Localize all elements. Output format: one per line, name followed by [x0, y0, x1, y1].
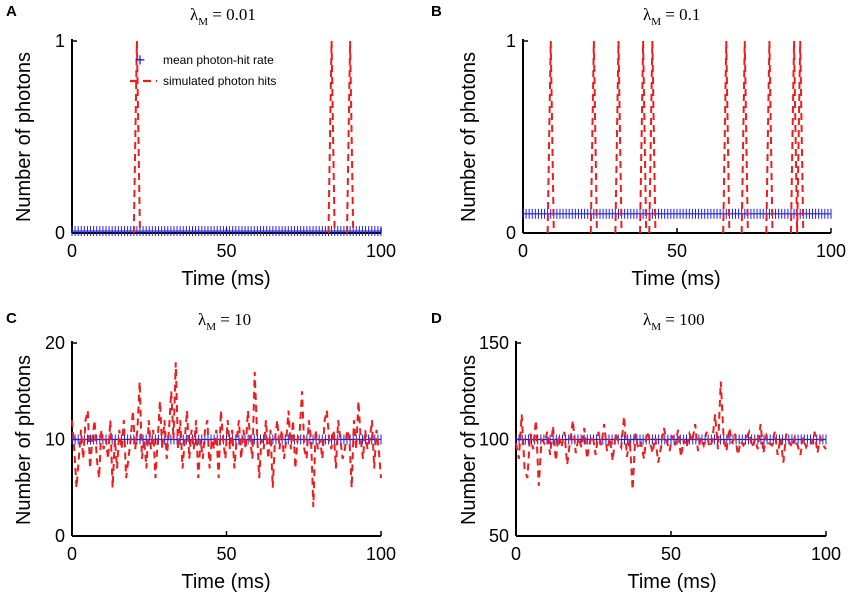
title-subscript: M [206, 321, 216, 333]
y-tick-label: 0 [55, 526, 65, 546]
y-axis-title: Number of photons [13, 52, 35, 222]
y-tick-label: 150 [479, 333, 509, 353]
y-tick-label: 10 [45, 430, 65, 450]
title-subscript: M [198, 16, 208, 28]
x-axis-title: Time (ms) [181, 268, 270, 290]
panel-b: B λM = 0.1 Number of photons Time (ms) 0… [431, 3, 846, 290]
panel-a: A λM = 0.01 Number of photons Time (ms) … [6, 3, 396, 290]
panel-title: λM = 0.1 [643, 5, 700, 28]
title-subscript: M [651, 321, 661, 333]
legend-mean-label: mean photon-hit rate [163, 53, 274, 67]
x-tick-label: 0 [511, 544, 521, 564]
panel-label: B [431, 3, 442, 20]
title-value: = 0.01 [208, 5, 256, 24]
x-tick-label: 50 [667, 241, 687, 261]
title-lambda: λ [190, 5, 199, 24]
x-tick-label: 0 [518, 241, 528, 261]
title-value: = 100 [661, 310, 705, 329]
y-tick-label: 0 [506, 223, 516, 243]
title-value: = 0.1 [661, 5, 700, 24]
y-tick-label: 100 [479, 430, 509, 450]
hits-series-line [546, 40, 805, 234]
panel-title: λM = 0.01 [190, 5, 256, 28]
x-tick-label: 0 [67, 241, 77, 261]
title-lambda: λ [198, 310, 207, 329]
y-axis-title: Number of photons [458, 52, 480, 222]
panel-label: C [6, 310, 17, 327]
panel-title: λM = 100 [643, 310, 705, 333]
y-tick-label: 20 [45, 333, 65, 353]
y-tick-label: 50 [489, 526, 509, 546]
title-subscript: M [651, 16, 661, 28]
x-tick-label: 100 [811, 544, 841, 564]
panel-title: λM = 10 [198, 310, 251, 333]
legend-hits-label: simulated photon hits [163, 74, 276, 88]
x-tick-label: 100 [366, 241, 396, 261]
hits-series-line [515, 381, 827, 490]
legend: + mean photon-hit rate simulated photon … [130, 50, 276, 88]
panel-d: D λM = 100 Number of photons Time (ms) 0… [431, 310, 841, 592]
legend-mean-marker: + [135, 50, 146, 70]
hits-series-line [132, 40, 355, 234]
x-tick-label: 50 [216, 241, 236, 261]
x-tick-label: 0 [67, 544, 77, 564]
y-tick-label: 0 [55, 223, 65, 243]
y-axis-title: Number of photons [13, 355, 35, 525]
title-lambda: λ [643, 310, 652, 329]
panel-c: C λM = 10 Number of photons Time (ms) 0 5… [6, 310, 396, 592]
x-tick-label: 100 [816, 241, 846, 261]
title-value: = 10 [216, 310, 251, 329]
x-tick-label: 100 [366, 544, 396, 564]
y-tick-label: 1 [506, 31, 516, 51]
x-tick-label: 50 [661, 544, 681, 564]
title-lambda: λ [643, 5, 652, 24]
x-tick-label: 50 [216, 544, 236, 564]
x-axis-title: Time (ms) [181, 571, 270, 592]
y-tick-label: 1 [55, 31, 65, 51]
hits-series-line [71, 362, 382, 508]
x-axis-title: Time (ms) [631, 268, 720, 290]
y-axis-title: Number of photons [458, 355, 480, 525]
x-axis-title: Time (ms) [627, 571, 716, 592]
panel-label: A [6, 3, 17, 20]
panel-label: D [431, 310, 442, 327]
